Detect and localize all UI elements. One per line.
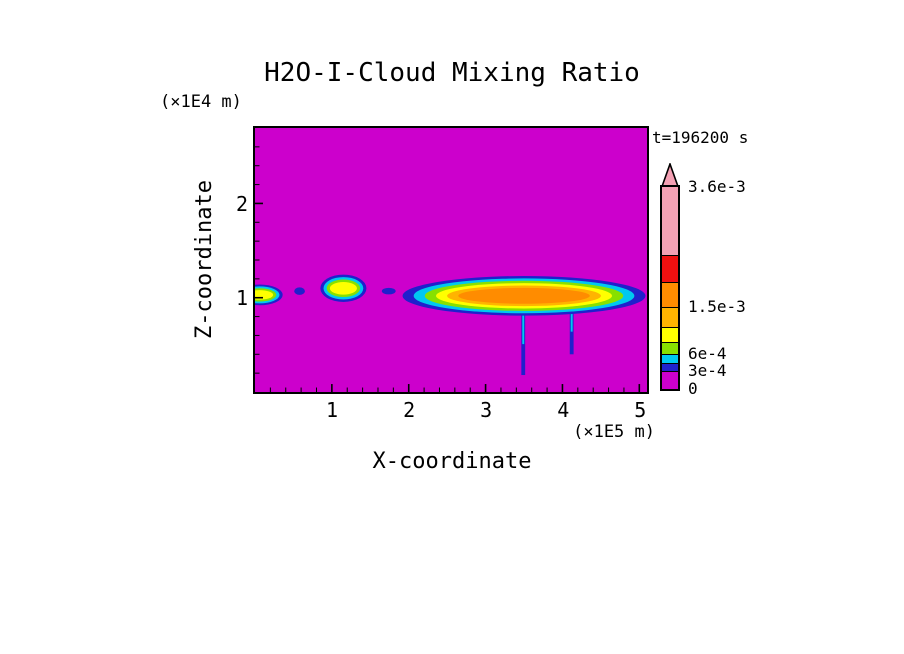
colorbar-level-label: 3e-4 <box>688 361 727 380</box>
z-tick-label: 2 <box>235 191 248 216</box>
colorbar-level-label: 3.6e-3 <box>688 177 746 196</box>
colorbar-segment <box>662 307 678 327</box>
cloud-contour <box>381 287 396 295</box>
x-tick-label: 4 <box>557 398 570 422</box>
contour-plot <box>255 128 647 392</box>
z-axis-units-label: (×1E4 m) <box>160 92 242 112</box>
colorbar: 3.6e-3 1.5e-3 6e-4 3e-4 0 <box>660 163 790 413</box>
x-axis-title: X-coordinate <box>372 449 532 474</box>
colorbar-segment <box>662 371 678 389</box>
z-axis-title-text: Z-coordinate <box>191 180 217 339</box>
x-axis-units-label: (×1E5 m) <box>573 422 655 442</box>
colorbar-segment <box>662 187 678 255</box>
colorbar-level-label: 0 <box>688 379 698 398</box>
colorbar-scale <box>660 185 680 391</box>
cloud-contour <box>329 281 357 295</box>
x-tick-label: 2 <box>403 398 416 422</box>
cloud-contour <box>294 287 305 295</box>
colorbar-segment <box>662 327 678 342</box>
time-annotation: t=196200 s <box>652 128 749 147</box>
cloud-contour <box>458 287 590 304</box>
colorbar-level-label: 6e-4 <box>688 344 727 363</box>
colorbar-segment <box>662 255 678 282</box>
chart-title: H2O-I-Cloud Mixing Ratio <box>264 58 640 88</box>
colorbar-overflow-arrow <box>660 163 680 187</box>
x-tick-label: 3 <box>480 398 493 422</box>
colorbar-segment <box>662 354 678 363</box>
x-tick-label: 5 <box>634 398 647 422</box>
x-axis-tick-labels: 1 2 3 4 5 <box>0 398 904 424</box>
z-axis-title: Z-coordinate <box>188 127 220 392</box>
plot-frame <box>253 126 649 394</box>
fall-streak-core <box>570 297 573 332</box>
x-tick-label: 1 <box>326 398 339 422</box>
fall-streak-core <box>522 297 525 345</box>
z-tick-label: 1 <box>235 286 248 311</box>
colorbar-segment <box>662 363 678 371</box>
colorbar-segment <box>662 342 678 354</box>
colorbar-segment <box>662 282 678 307</box>
colorbar-level-label: 1.5e-3 <box>688 297 746 316</box>
plot-background <box>255 128 647 392</box>
